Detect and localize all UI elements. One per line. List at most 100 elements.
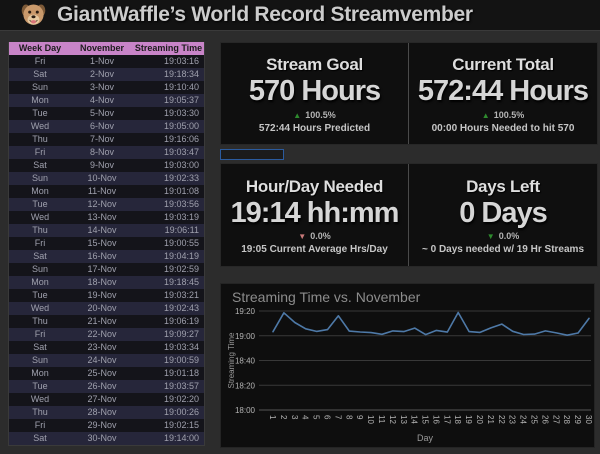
cell-date: 27-Nov: [87, 394, 117, 404]
card-title: Stream Goal: [266, 55, 363, 75]
table-row[interactable]: Sat 2-Nov 19:18:34: [9, 68, 204, 81]
cell-weekday: Fri: [34, 329, 46, 339]
card-title: Days Left: [466, 176, 540, 196]
table-row[interactable]: Tue 19-Nov 19:03:21: [9, 289, 204, 302]
table-row[interactable]: Wed 27-Nov 19:02:20: [9, 393, 204, 406]
svg-text:4: 4: [301, 415, 310, 420]
cell-streaming-time: 19:03:00: [163, 160, 199, 170]
cell-weekday: Tue: [32, 381, 48, 391]
cell-weekday: Sat: [33, 160, 47, 170]
table-row[interactable]: Thu 7-Nov 19:16:06: [9, 133, 204, 146]
table-row[interactable]: Fri 8-Nov 19:03:47: [9, 146, 204, 159]
table-row[interactable]: Tue 26-Nov 19:03:57: [9, 380, 204, 393]
svg-text:18:20: 18:20: [235, 381, 256, 390]
cell-weekday: Thu: [32, 134, 48, 144]
table-row[interactable]: Tue 5-Nov 19:03:30: [9, 107, 204, 120]
table-row[interactable]: Sun 10-Nov 19:02:33: [9, 172, 204, 185]
cell-weekday: Sun: [31, 355, 48, 365]
card-value: 0 Days: [459, 196, 548, 229]
table-row[interactable]: Mon 4-Nov 19:05:37: [9, 94, 204, 107]
cell-date: 30-Nov: [87, 433, 117, 443]
table-row[interactable]: Fri 29-Nov 19:02:15: [9, 419, 204, 432]
table-row[interactable]: Thu 21-Nov 19:06:19: [9, 315, 204, 328]
selection-box[interactable]: [220, 149, 284, 160]
cell-streaming-time: 19:00:26: [163, 407, 199, 417]
svg-text:18: 18: [453, 415, 462, 424]
table-row[interactable]: Thu 14-Nov 19:06:11: [9, 224, 204, 237]
table-row[interactable]: Sat 23-Nov 19:03:34: [9, 341, 204, 354]
table-row[interactable]: Sat 9-Nov 19:03:00: [9, 159, 204, 172]
svg-text:12: 12: [388, 415, 397, 424]
cell-weekday: Fri: [34, 420, 46, 430]
table-row[interactable]: Tue 12-Nov 19:03:56: [9, 198, 204, 211]
cell-weekday: Tue: [32, 199, 48, 209]
cell-streaming-time: 19:02:33: [163, 173, 199, 183]
cell-streaming-time: 19:03:16: [163, 56, 199, 66]
table-row[interactable]: Mon 25-Nov 19:01:18: [9, 367, 204, 380]
cell-weekday: Tue: [32, 108, 48, 118]
cell-weekday: Sat: [33, 251, 47, 261]
cell-streaming-time: 19:02:59: [163, 264, 199, 274]
table-row[interactable]: Wed 13-Nov 19:03:19: [9, 211, 204, 224]
table-row[interactable]: Thu 28-Nov 19:00:26: [9, 406, 204, 419]
table-row[interactable]: Fri 15-Nov 19:00:55: [9, 237, 204, 250]
svg-text:26: 26: [540, 415, 549, 424]
down-triangle-icon: ▼: [298, 232, 307, 242]
card-value: 572:44 Hours: [417, 75, 589, 108]
cell-weekday: Fri: [34, 238, 46, 248]
table-row[interactable]: Wed 20-Nov 19:02:43: [9, 302, 204, 315]
card-subtext: 00:00 Hours Needed to hit 570: [431, 122, 575, 134]
table-row[interactable]: Mon 18-Nov 19:18:45: [9, 276, 204, 289]
card-days-left: Days Left 0 Days ▼ 0.0% ~ 0 Days needed w…: [409, 164, 597, 266]
kpi-panel-top: Stream Goal 570 Hours ▲ 100.5% 572:44 Hou…: [220, 42, 598, 145]
cell-date: 1-Nov: [89, 56, 114, 66]
table-row[interactable]: Mon 11-Nov 19:01:08: [9, 185, 204, 198]
page-title: GiantWaffle’s World Record Streamvember: [57, 3, 473, 26]
cell-date: 12-Nov: [87, 199, 117, 209]
svg-text:5: 5: [312, 415, 321, 420]
svg-text:30: 30: [584, 415, 593, 424]
cell-streaming-time: 19:16:06: [163, 134, 199, 144]
app-header: GiantWaffle’s World Record Streamvember: [0, 0, 600, 31]
cell-date: 2-Nov: [89, 69, 114, 79]
table-row[interactable]: Sat 30-Nov 19:14:00: [9, 432, 204, 445]
cell-streaming-time: 19:01:18: [163, 368, 199, 378]
svg-text:18:40: 18:40: [235, 357, 256, 366]
card-trend: ▼ 0.0%: [298, 231, 330, 241]
table-row[interactable]: Sat 16-Nov 19:04:19: [9, 250, 204, 263]
cell-weekday: Thu: [32, 407, 48, 417]
card-title: Hour/Day Needed: [245, 176, 384, 196]
table-row[interactable]: Wed 6-Nov 19:05:00: [9, 120, 204, 133]
card-value: 570 Hours: [248, 75, 381, 108]
cell-weekday: Fri: [34, 56, 46, 66]
svg-text:19:00: 19:00: [235, 332, 256, 341]
streaming-time-chart[interactable]: 19:20 19:00 18:40 18:20 18:00 1 2 3 4 5 6 7 8 9 10 11 12…: [220, 283, 595, 448]
cell-weekday: Mon: [31, 368, 49, 378]
svg-text:21: 21: [486, 415, 495, 424]
up-triangle-icon: ▲: [481, 110, 490, 120]
table-row[interactable]: Fri 22-Nov 19:09:27: [9, 328, 204, 341]
table-row[interactable]: Sun 24-Nov 19:00:59: [9, 354, 204, 367]
svg-text:6: 6: [322, 415, 331, 420]
down-triangle-icon: ▼: [486, 232, 495, 242]
cell-streaming-time: 19:04:19: [163, 251, 199, 261]
cell-streaming-time: 19:03:21: [163, 290, 199, 300]
kpi-panel-bottom: Hour/Day Needed 19:14 hh:mm ▼ 0.0% 19:05 …: [220, 163, 598, 267]
cell-streaming-time: 19:03:56: [163, 199, 199, 209]
cell-date: 21-Nov: [87, 316, 117, 326]
streaming-table-body: Fri 1-Nov 19:03:16 Sat 2-Nov 19:18:34 Sun 3-Nov…: [9, 55, 204, 445]
table-row[interactable]: Fri 1-Nov 19:03:16: [9, 55, 204, 68]
table-row[interactable]: Sun 3-Nov 19:10:40: [9, 81, 204, 94]
svg-text:10: 10: [366, 415, 375, 424]
cell-streaming-time: 19:03:47: [163, 147, 199, 157]
svg-text:18:00: 18:00: [235, 406, 256, 415]
table-row[interactable]: Sun 17-Nov 19:02:59: [9, 263, 204, 276]
svg-text:29: 29: [573, 415, 582, 424]
svg-text:27: 27: [551, 415, 560, 424]
cell-streaming-time: 19:06:19: [163, 316, 199, 326]
svg-text:Day: Day: [417, 433, 434, 443]
cell-weekday: Tue: [32, 290, 48, 300]
cell-date: 20-Nov: [87, 303, 117, 313]
svg-text:9: 9: [355, 415, 364, 420]
